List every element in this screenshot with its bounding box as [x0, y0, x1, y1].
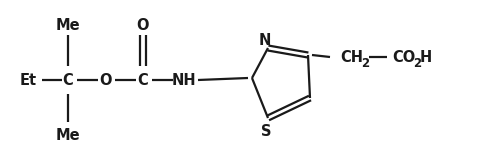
Text: N: N: [258, 33, 271, 47]
Text: Et: Et: [19, 72, 36, 87]
Text: Me: Me: [56, 128, 80, 142]
Text: CH: CH: [339, 49, 362, 65]
Text: 2: 2: [412, 57, 420, 70]
Text: NH: NH: [171, 72, 196, 87]
Text: S: S: [260, 124, 271, 139]
Text: Me: Me: [56, 18, 80, 33]
Text: 2: 2: [360, 57, 368, 70]
Text: H: H: [419, 49, 431, 65]
Text: C: C: [62, 72, 73, 87]
Text: C: C: [137, 72, 148, 87]
Text: O: O: [100, 72, 112, 87]
Text: CO: CO: [391, 49, 414, 65]
Text: O: O: [136, 18, 149, 33]
